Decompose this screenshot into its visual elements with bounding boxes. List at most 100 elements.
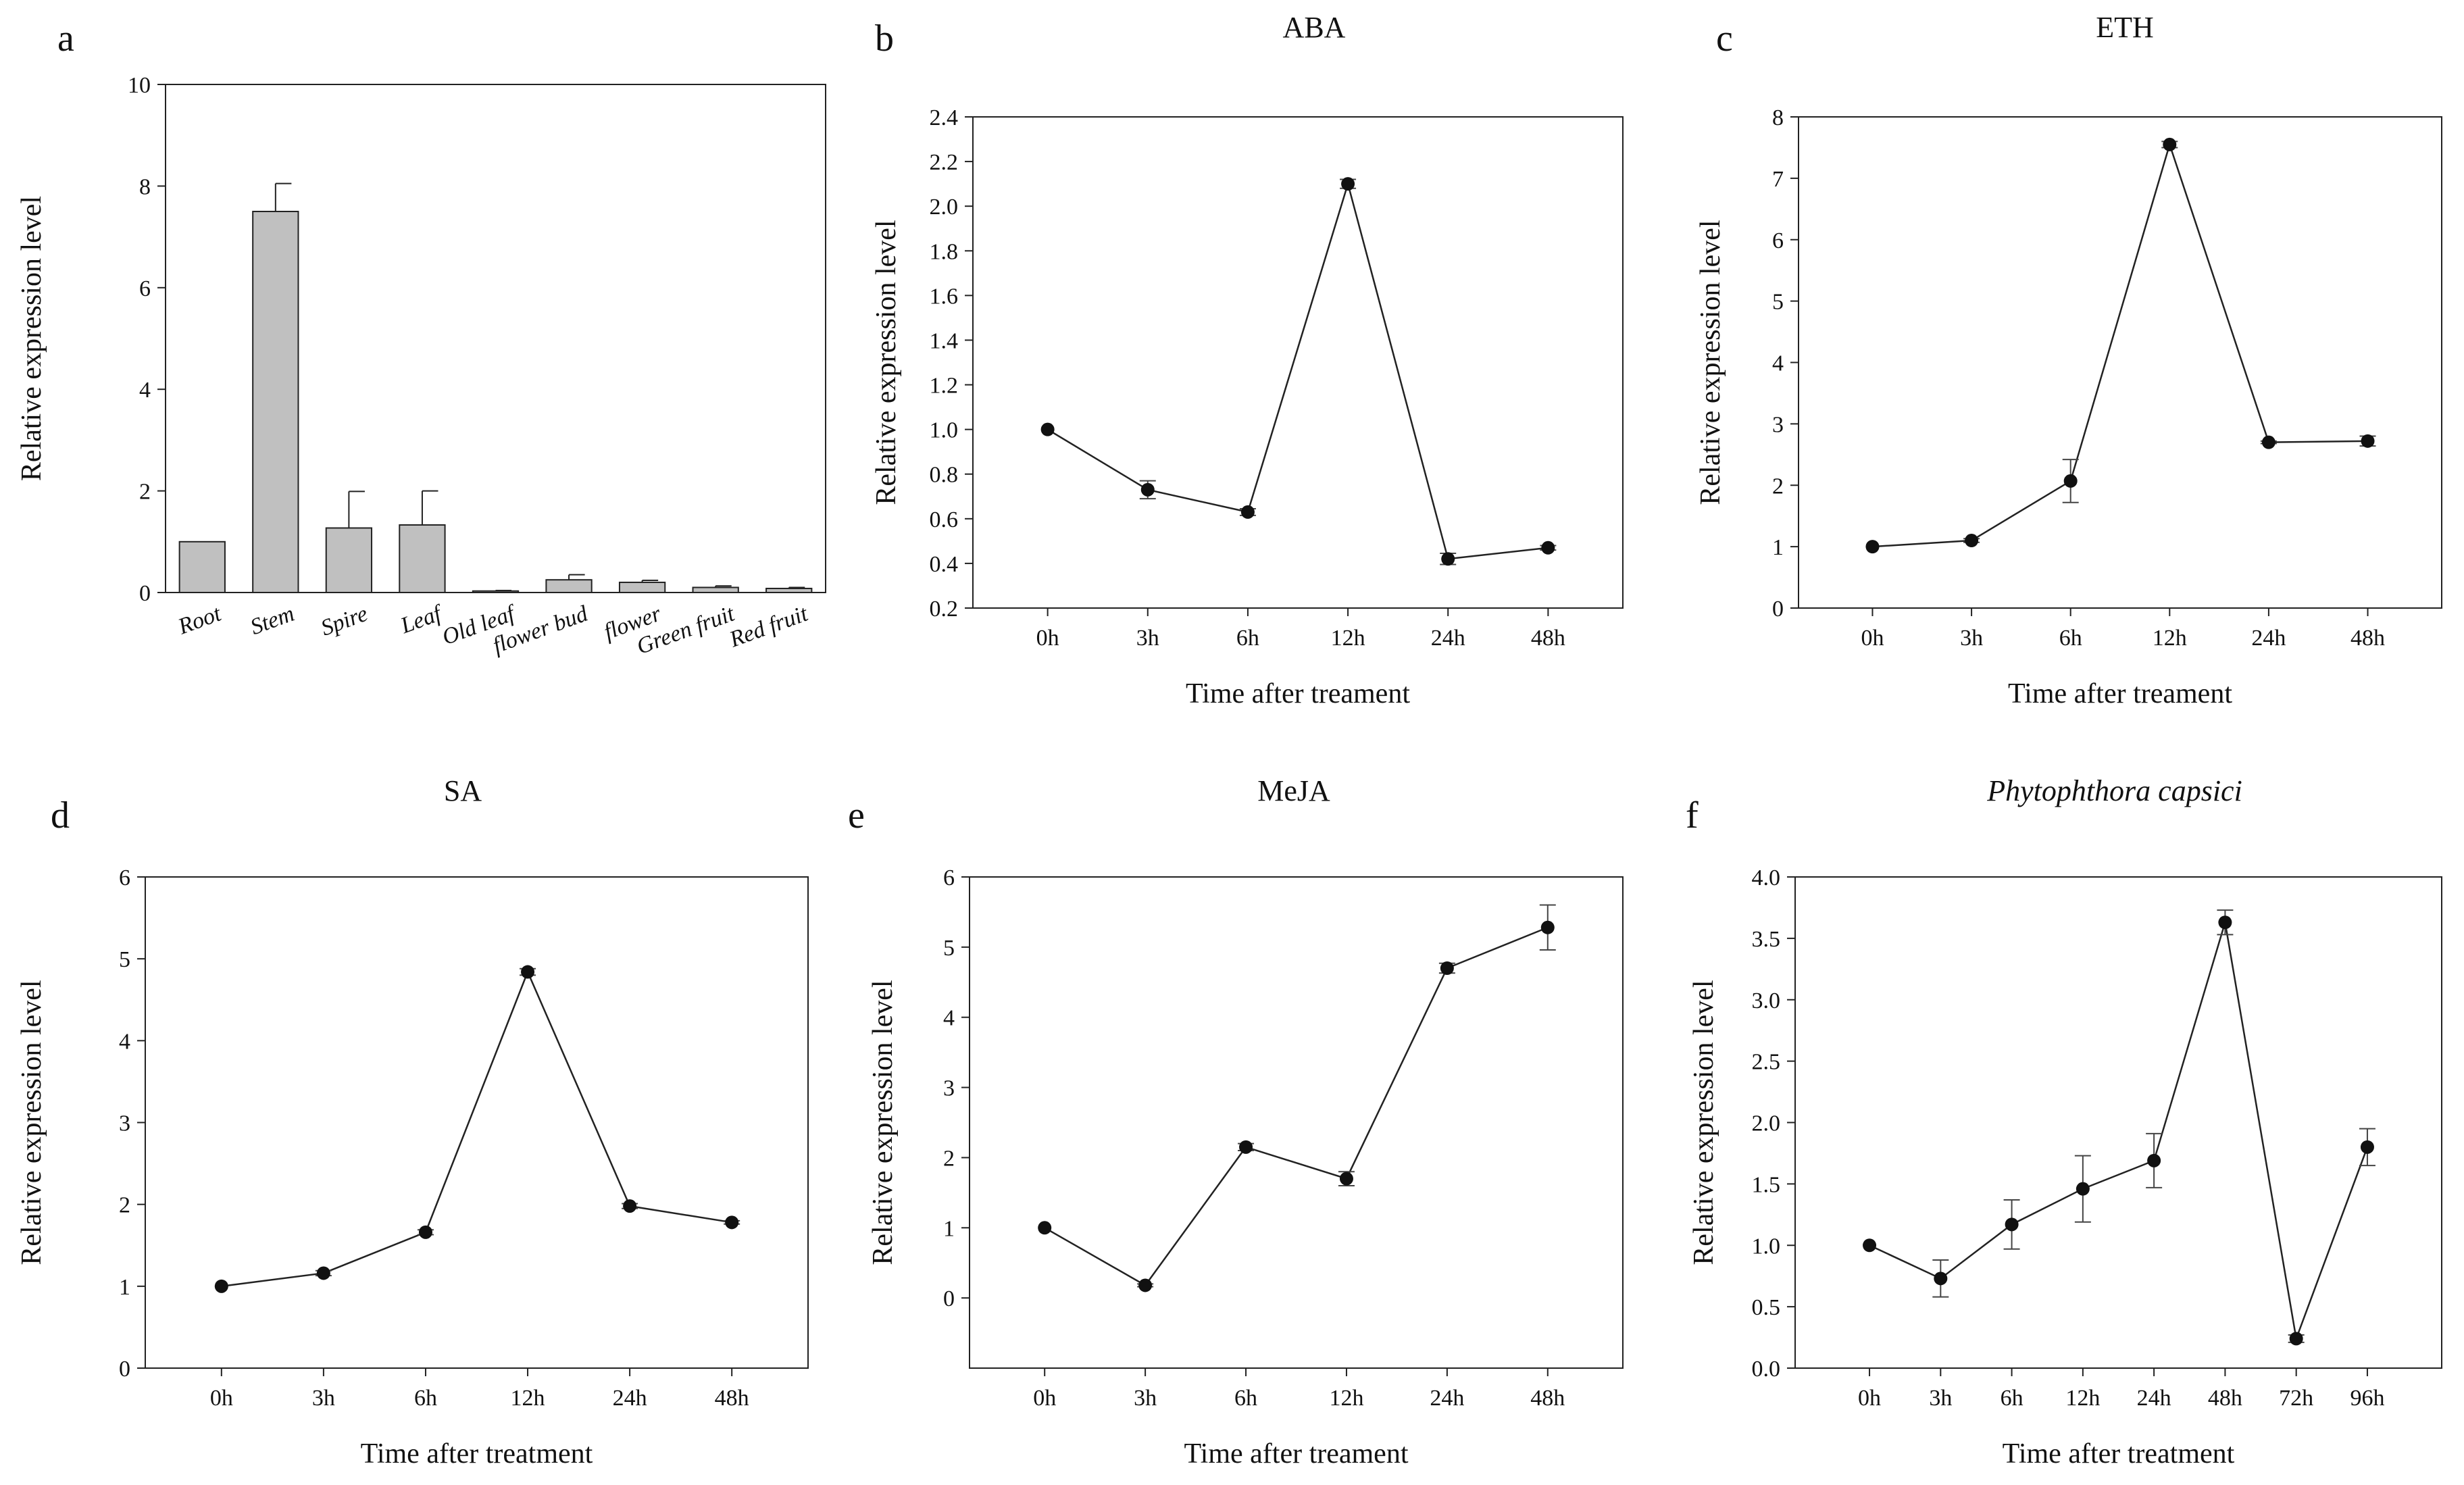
y-tick-label: 2 — [119, 1193, 130, 1218]
data-point — [1865, 540, 1880, 554]
bar — [472, 590, 520, 594]
y-tick-label: 3 — [1772, 412, 1784, 437]
y-tick-label: 2.0 — [930, 195, 959, 220]
y-tick-label: 1.2 — [930, 374, 959, 399]
y-tick-label: 1.0 — [930, 418, 959, 443]
y-tick-label: 7 — [1772, 167, 1784, 192]
data-point — [1240, 505, 1255, 519]
bar — [252, 211, 299, 593]
bar — [765, 587, 813, 594]
data-point — [214, 1279, 228, 1293]
x-tick-label: Spire — [318, 601, 371, 641]
data-point — [418, 1225, 432, 1239]
panel-d-sa-chart: SA Relative expression level 0 1 2 3 4 5 6 0h 3h 6h… — [16, 774, 809, 1469]
bar — [618, 581, 666, 594]
y-tick-label: 0 — [1772, 597, 1784, 622]
y-tick-label: 3.5 — [1752, 927, 1781, 952]
x-tick-label: 48h — [1530, 1386, 1565, 1411]
y-tick-label: 8 — [139, 174, 151, 199]
y-tick-label: 6 — [139, 276, 151, 301]
y-axis-label: Relative expression level — [1695, 220, 1726, 505]
data-point — [2289, 1332, 2303, 1346]
bar — [178, 540, 226, 593]
panel-c-eth-chart: ETH Relative expression level 0 1 2 3 4 5 6 7 8 0h 3… — [1695, 11, 2442, 709]
y-tick-label: 2 — [943, 1146, 955, 1171]
x-tick-label: 12h — [1329, 1386, 1363, 1411]
y-tick-label: 2.2 — [930, 150, 959, 175]
x-tick-label: 3h — [1960, 626, 1983, 651]
x-tick-label: 0h — [210, 1386, 233, 1411]
y-tick-label: 0.8 — [930, 463, 959, 488]
y-tick-label: 6 — [119, 865, 130, 890]
data-point — [1965, 534, 1979, 548]
y-tick-label: 6 — [1772, 228, 1784, 253]
y-tick-label: 10 — [128, 73, 151, 98]
data-point — [2360, 1140, 2374, 1154]
y-tick-label: 3 — [943, 1076, 955, 1101]
panel-letter-e: e — [848, 795, 865, 836]
y-tick-label: 2 — [139, 480, 151, 505]
panel-letter-f: f — [1686, 795, 1699, 836]
y-tick-label: 4 — [139, 378, 151, 403]
data-point — [2218, 915, 2232, 930]
series-line — [1869, 922, 2369, 1342]
y-tick-label: 0.2 — [930, 597, 959, 622]
y-tick-label: 4.0 — [1752, 865, 1781, 890]
data-point — [2147, 1153, 2161, 1167]
plot-frame — [972, 116, 1624, 609]
data-point — [1239, 1140, 1253, 1154]
data-point — [521, 965, 535, 979]
x-axis-label: Time after treament — [1184, 1438, 1408, 1469]
x-tick-label: 0h — [1861, 626, 1884, 651]
x-tick-label: 24h — [1431, 626, 1465, 651]
x-tick-label: 0h — [1033, 1386, 1056, 1411]
x-tick-label: 12h — [2065, 1386, 2100, 1411]
data-point — [2163, 137, 2177, 151]
y-axis-label: Relative expression level — [871, 220, 902, 505]
x-tick-label: 6h — [2059, 626, 2082, 651]
x-tick-label: 0h — [1858, 1386, 1881, 1411]
y-tick-label: 2 — [1772, 474, 1784, 499]
bar — [399, 524, 446, 594]
data-point — [1934, 1272, 1948, 1286]
panel-b-aba-chart: ABA Relative expression level 0.2 0.4 0.6 0.8… — [871, 11, 1624, 709]
x-tick-label: 48h — [2350, 626, 2385, 651]
data-point — [1863, 1238, 1877, 1253]
data-point — [623, 1199, 637, 1213]
y-axis-label: Relative expression level — [868, 980, 899, 1265]
y-tick-label: 1 — [119, 1275, 130, 1300]
chart-title: Phytophthora capsici — [1986, 774, 2242, 807]
x-tick-label: Root — [174, 601, 225, 640]
y-tick-label: 0 — [119, 1357, 130, 1382]
data-point — [1440, 961, 1454, 976]
data-point — [2361, 434, 2375, 448]
y-tick-label: 1.0 — [1752, 1234, 1781, 1259]
x-tick-label: 6h — [1234, 1386, 1257, 1411]
plot-frame — [969, 876, 1624, 1369]
panel-a-bar-chart: Relative expression level 0 2 4 6 8 10 Root Stem… — [16, 73, 826, 659]
data-point — [1341, 177, 1355, 191]
x-tick-label: 12h — [1331, 626, 1365, 651]
y-tick-label: 0.5 — [1752, 1295, 1781, 1320]
y-tick-label: 1 — [1772, 535, 1784, 560]
chart-title: ABA — [1283, 11, 1346, 44]
x-tick-label: 6h — [414, 1386, 437, 1411]
x-tick-label: 3h — [1136, 626, 1159, 651]
y-tick-label: 1.6 — [930, 284, 959, 309]
series-line — [1047, 180, 1549, 560]
panel-letter-b: b — [875, 18, 894, 59]
y-tick-label: 2.5 — [1752, 1050, 1781, 1075]
data-point — [1441, 552, 1455, 566]
y-tick-label: 4 — [943, 1006, 955, 1031]
data-point — [2005, 1217, 2019, 1232]
data-point — [1540, 920, 1555, 934]
x-tick-label: 0h — [1036, 626, 1059, 651]
x-tick-label: 6h — [2001, 1386, 2023, 1411]
y-axis-label: Relative expression level — [16, 196, 47, 481]
x-tick-label: 3h — [1134, 1386, 1157, 1411]
data-point — [1040, 422, 1055, 436]
y-tick-label: 1.4 — [930, 328, 959, 353]
chart-title: SA — [444, 774, 482, 807]
plot-frame — [1798, 116, 2442, 609]
